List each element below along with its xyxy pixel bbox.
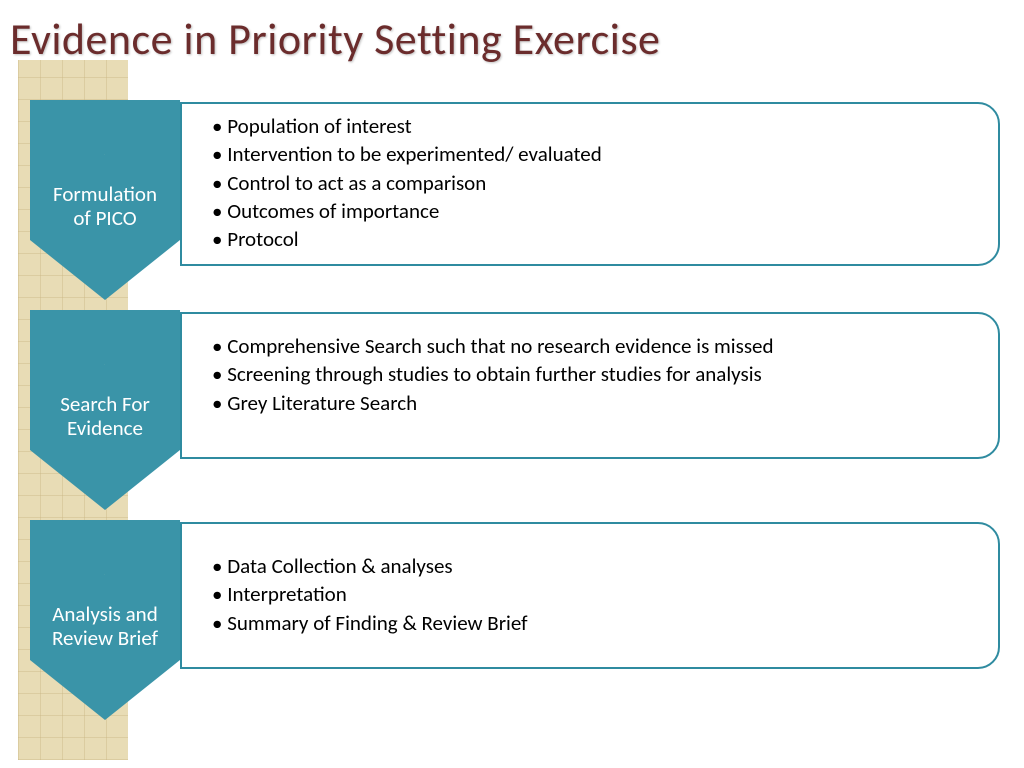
chevron-2-label-line2: Evidence xyxy=(67,415,143,441)
step-3-bullets: Data Collection & analyses Interpretatio… xyxy=(212,552,978,637)
chevron-1-label-line1: Formulation xyxy=(53,181,157,207)
step-1-content-box: Population of interest Intervention to b… xyxy=(180,102,1000,266)
chevron-3-label-line1: Analysis and xyxy=(52,601,158,627)
chevron-1-label-line2: of PICO xyxy=(73,205,136,231)
bullet-item: Screening through studies to obtain furt… xyxy=(212,360,978,388)
chevron-3-label: Analysis and Review Brief xyxy=(30,602,180,650)
step-2-content-box: Comprehensive Search such that no resear… xyxy=(180,312,1000,459)
bullet-item: Intervention to be experimented/ evaluat… xyxy=(212,140,978,168)
chevron-formulation: Formulation of PICO xyxy=(30,100,180,300)
bullet-item: Summary of Finding & Review Brief xyxy=(212,609,978,637)
bullet-item: Population of interest xyxy=(212,112,978,140)
step-formulation: Population of interest Intervention to b… xyxy=(30,100,1000,265)
step-analysis: Data Collection & analyses Interpretatio… xyxy=(30,520,1000,685)
chevron-2-label-line1: Search For xyxy=(60,391,150,417)
step-1-bullets: Population of interest Intervention to b… xyxy=(212,112,978,254)
step-search: Comprehensive Search such that no resear… xyxy=(30,310,1000,475)
step-2-bullets: Comprehensive Search such that no resear… xyxy=(212,332,978,417)
bullet-item: Data Collection & analyses xyxy=(212,552,978,580)
chevron-2-label: Search For Evidence xyxy=(30,392,180,440)
slide-title: Evidence in Priority Setting Exercise xyxy=(10,12,660,66)
chevron-1-label: Formulation of PICO xyxy=(30,182,180,230)
bullet-item: Control to act as a comparison xyxy=(212,169,978,197)
bullet-item: Outcomes of importance xyxy=(212,197,978,225)
step-3-content-box: Data Collection & analyses Interpretatio… xyxy=(180,522,1000,669)
bullet-item: Protocol xyxy=(212,225,978,253)
chevron-analysis: Analysis and Review Brief xyxy=(30,520,180,720)
chevron-3-label-line2: Review Brief xyxy=(52,625,158,651)
chevron-search: Search For Evidence xyxy=(30,310,180,510)
bullet-item: Interpretation xyxy=(212,580,978,608)
bullet-item: Comprehensive Search such that no resear… xyxy=(212,332,978,360)
bullet-item: Grey Literature Search xyxy=(212,389,978,417)
